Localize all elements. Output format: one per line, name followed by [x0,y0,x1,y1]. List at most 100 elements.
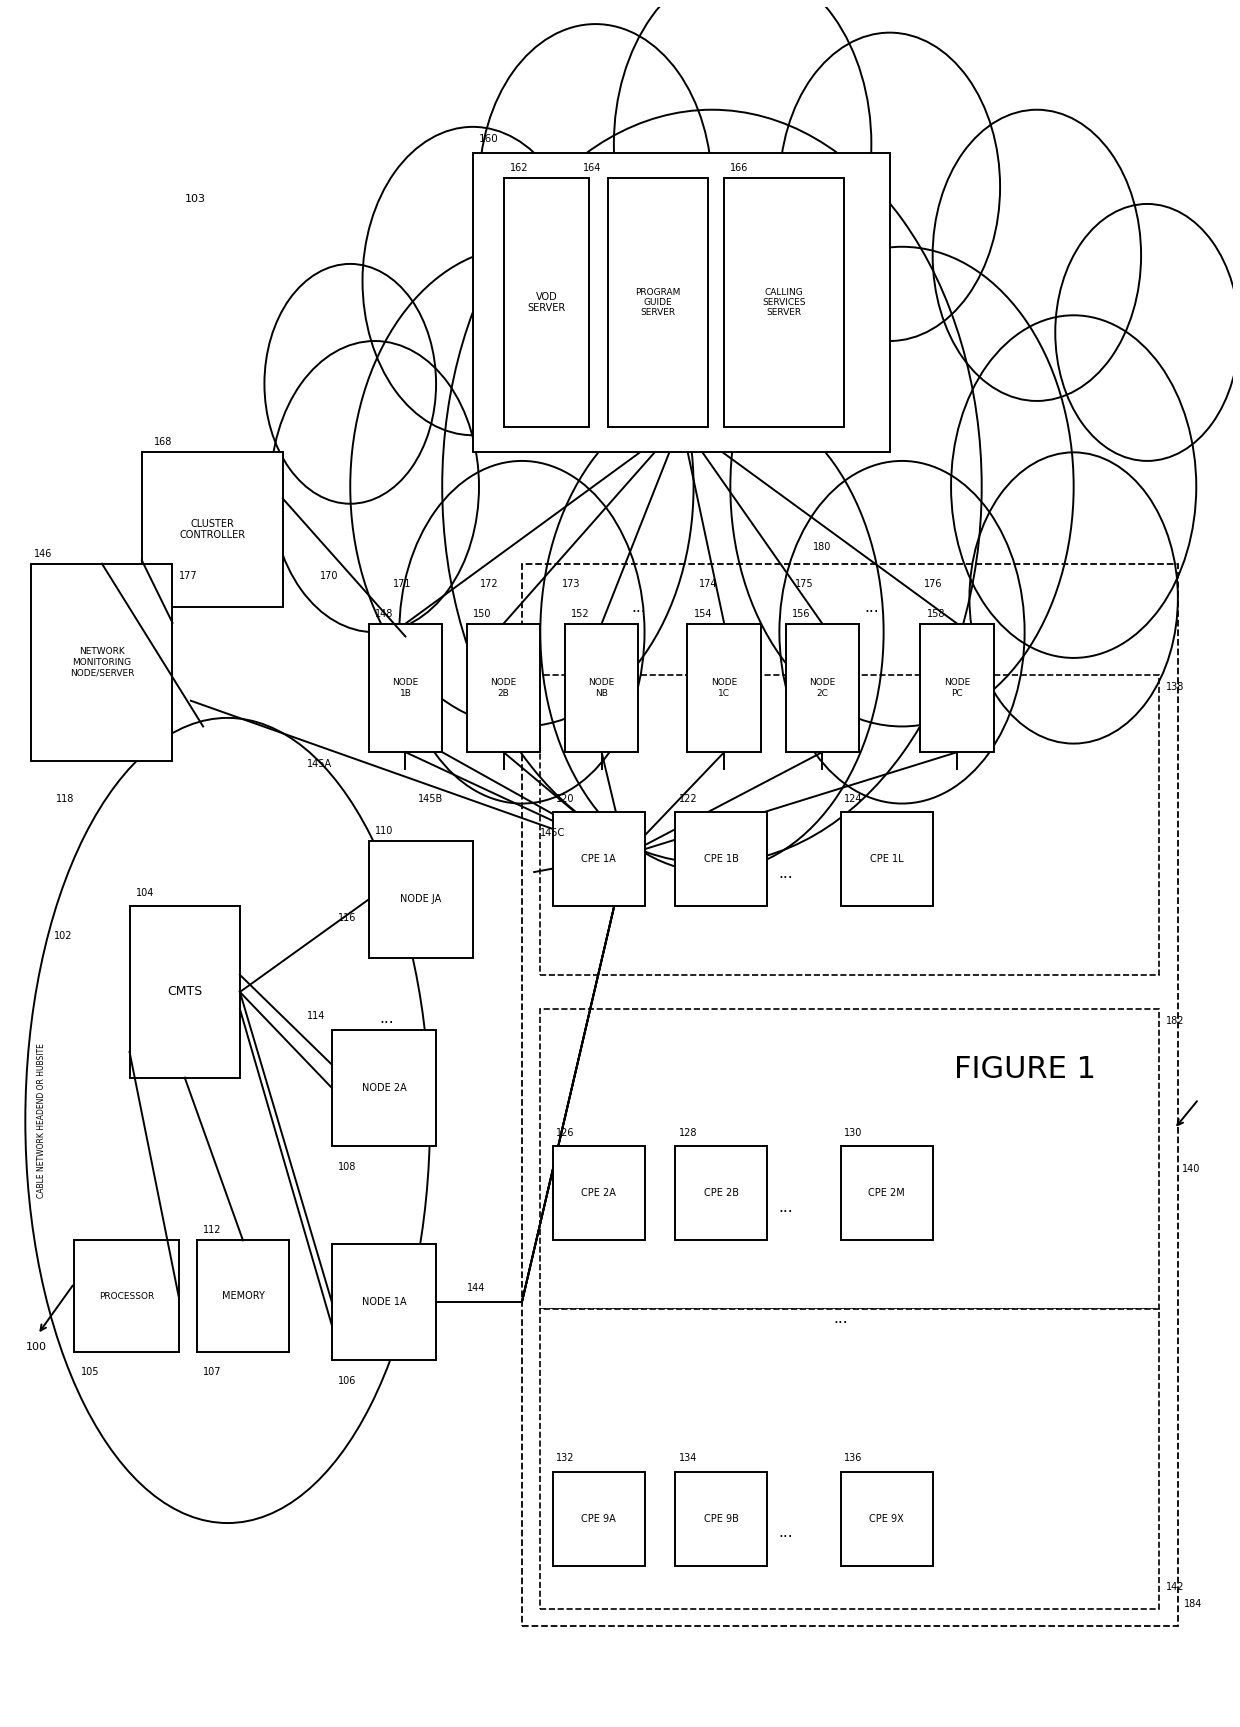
Text: CPE 1L: CPE 1L [870,855,904,864]
Text: 164: 164 [583,162,601,173]
Text: MEMORY: MEMORY [222,1292,264,1300]
Text: 134: 134 [678,1452,697,1463]
FancyBboxPatch shape [368,623,443,753]
Text: 102: 102 [53,931,72,941]
FancyBboxPatch shape [608,178,708,427]
FancyBboxPatch shape [724,178,844,427]
Text: 168: 168 [154,437,172,447]
FancyBboxPatch shape [522,563,1178,1625]
Text: 104: 104 [135,888,154,898]
FancyBboxPatch shape [565,623,639,753]
Text: 184: 184 [1184,1599,1203,1610]
Circle shape [730,247,1074,727]
Text: 107: 107 [203,1368,222,1378]
Text: 144: 144 [466,1283,485,1294]
FancyBboxPatch shape [675,812,768,907]
Circle shape [479,24,712,349]
Circle shape [1055,204,1239,461]
Circle shape [399,461,645,803]
Text: ...: ... [379,1012,394,1026]
Text: CPE 2M: CPE 2M [868,1188,905,1199]
Circle shape [270,340,479,632]
Text: 140: 140 [1182,1164,1200,1174]
FancyBboxPatch shape [541,675,1159,974]
Text: NODE
1C: NODE 1C [711,679,738,698]
Circle shape [780,33,1001,340]
Text: 148: 148 [374,608,393,618]
Text: NODE
2B: NODE 2B [490,679,517,698]
Text: 156: 156 [791,608,810,618]
Text: ...: ... [631,599,646,615]
Text: CPE 9A: CPE 9A [582,1515,616,1523]
FancyBboxPatch shape [541,1309,1159,1610]
Text: ...: ... [779,865,792,881]
Text: 116: 116 [339,914,356,924]
Circle shape [970,452,1178,744]
Text: NETWORK
MONITORING
NODE/SERVER: NETWORK MONITORING NODE/SERVER [69,648,134,677]
Text: CPE 1B: CPE 1B [704,855,739,864]
Text: CPE 9B: CPE 9B [704,1515,739,1523]
Text: ...: ... [864,599,879,615]
Text: 172: 172 [480,579,498,589]
Text: 103: 103 [185,193,206,204]
Text: 124: 124 [844,793,863,803]
Text: 145B: 145B [418,793,443,803]
FancyBboxPatch shape [368,841,472,958]
Text: VOD
SERVER: VOD SERVER [527,292,565,313]
Text: CPE 2A: CPE 2A [582,1188,616,1199]
FancyBboxPatch shape [141,452,283,606]
Text: CABLE NETWORK HEADEND OR HUBSITE: CABLE NETWORK HEADEND OR HUBSITE [37,1043,46,1199]
Text: 105: 105 [81,1368,99,1378]
FancyBboxPatch shape [553,1147,645,1240]
Text: PROCESSOR: PROCESSOR [99,1292,154,1300]
FancyBboxPatch shape [332,1243,436,1361]
Text: NODE 1A: NODE 1A [362,1297,407,1307]
FancyBboxPatch shape [841,1471,932,1566]
Text: NODE
PC: NODE PC [944,679,971,698]
Circle shape [541,392,884,872]
Text: NODE JA: NODE JA [401,895,441,905]
FancyBboxPatch shape [841,1147,932,1240]
Text: NODE 2A: NODE 2A [362,1083,407,1093]
Circle shape [614,0,872,325]
Text: 132: 132 [557,1452,575,1463]
FancyBboxPatch shape [675,1147,768,1240]
FancyBboxPatch shape [541,1009,1159,1309]
Text: CPE 1A: CPE 1A [582,855,616,864]
Text: 114: 114 [308,1010,326,1021]
Text: 120: 120 [557,793,575,803]
Text: PROGRAM
GUIDE
SERVER: PROGRAM GUIDE SERVER [635,288,681,318]
Text: 110: 110 [374,826,393,836]
FancyBboxPatch shape [472,152,890,452]
Text: CPE 9X: CPE 9X [869,1515,904,1523]
Text: 142: 142 [1166,1582,1184,1592]
Text: 136: 136 [844,1452,863,1463]
FancyBboxPatch shape [466,623,541,753]
Circle shape [951,316,1197,658]
Text: 182: 182 [1166,1015,1184,1026]
Text: 108: 108 [339,1162,356,1173]
Text: 177: 177 [179,572,197,580]
FancyBboxPatch shape [197,1240,289,1352]
FancyBboxPatch shape [129,907,239,1078]
FancyBboxPatch shape [785,623,859,753]
FancyBboxPatch shape [503,178,589,427]
Text: ...: ... [779,1525,792,1540]
Text: 174: 174 [698,579,717,589]
Text: 154: 154 [693,608,712,618]
FancyBboxPatch shape [687,623,761,753]
Text: CPE 2B: CPE 2B [703,1188,739,1199]
Text: CALLING
SERVICES
SERVER: CALLING SERVICES SERVER [763,288,806,318]
Text: NODE
2C: NODE 2C [810,679,836,698]
FancyBboxPatch shape [553,812,645,907]
Text: 118: 118 [56,793,74,803]
FancyBboxPatch shape [553,1471,645,1566]
Text: 160: 160 [479,135,498,143]
FancyBboxPatch shape [841,812,932,907]
Text: 130: 130 [844,1128,863,1138]
Text: 175: 175 [795,579,813,589]
Text: 176: 176 [924,579,942,589]
Text: NODE
NB: NODE NB [589,679,615,698]
Text: NODE
1B: NODE 1B [392,679,419,698]
Text: 162: 162 [510,162,528,173]
